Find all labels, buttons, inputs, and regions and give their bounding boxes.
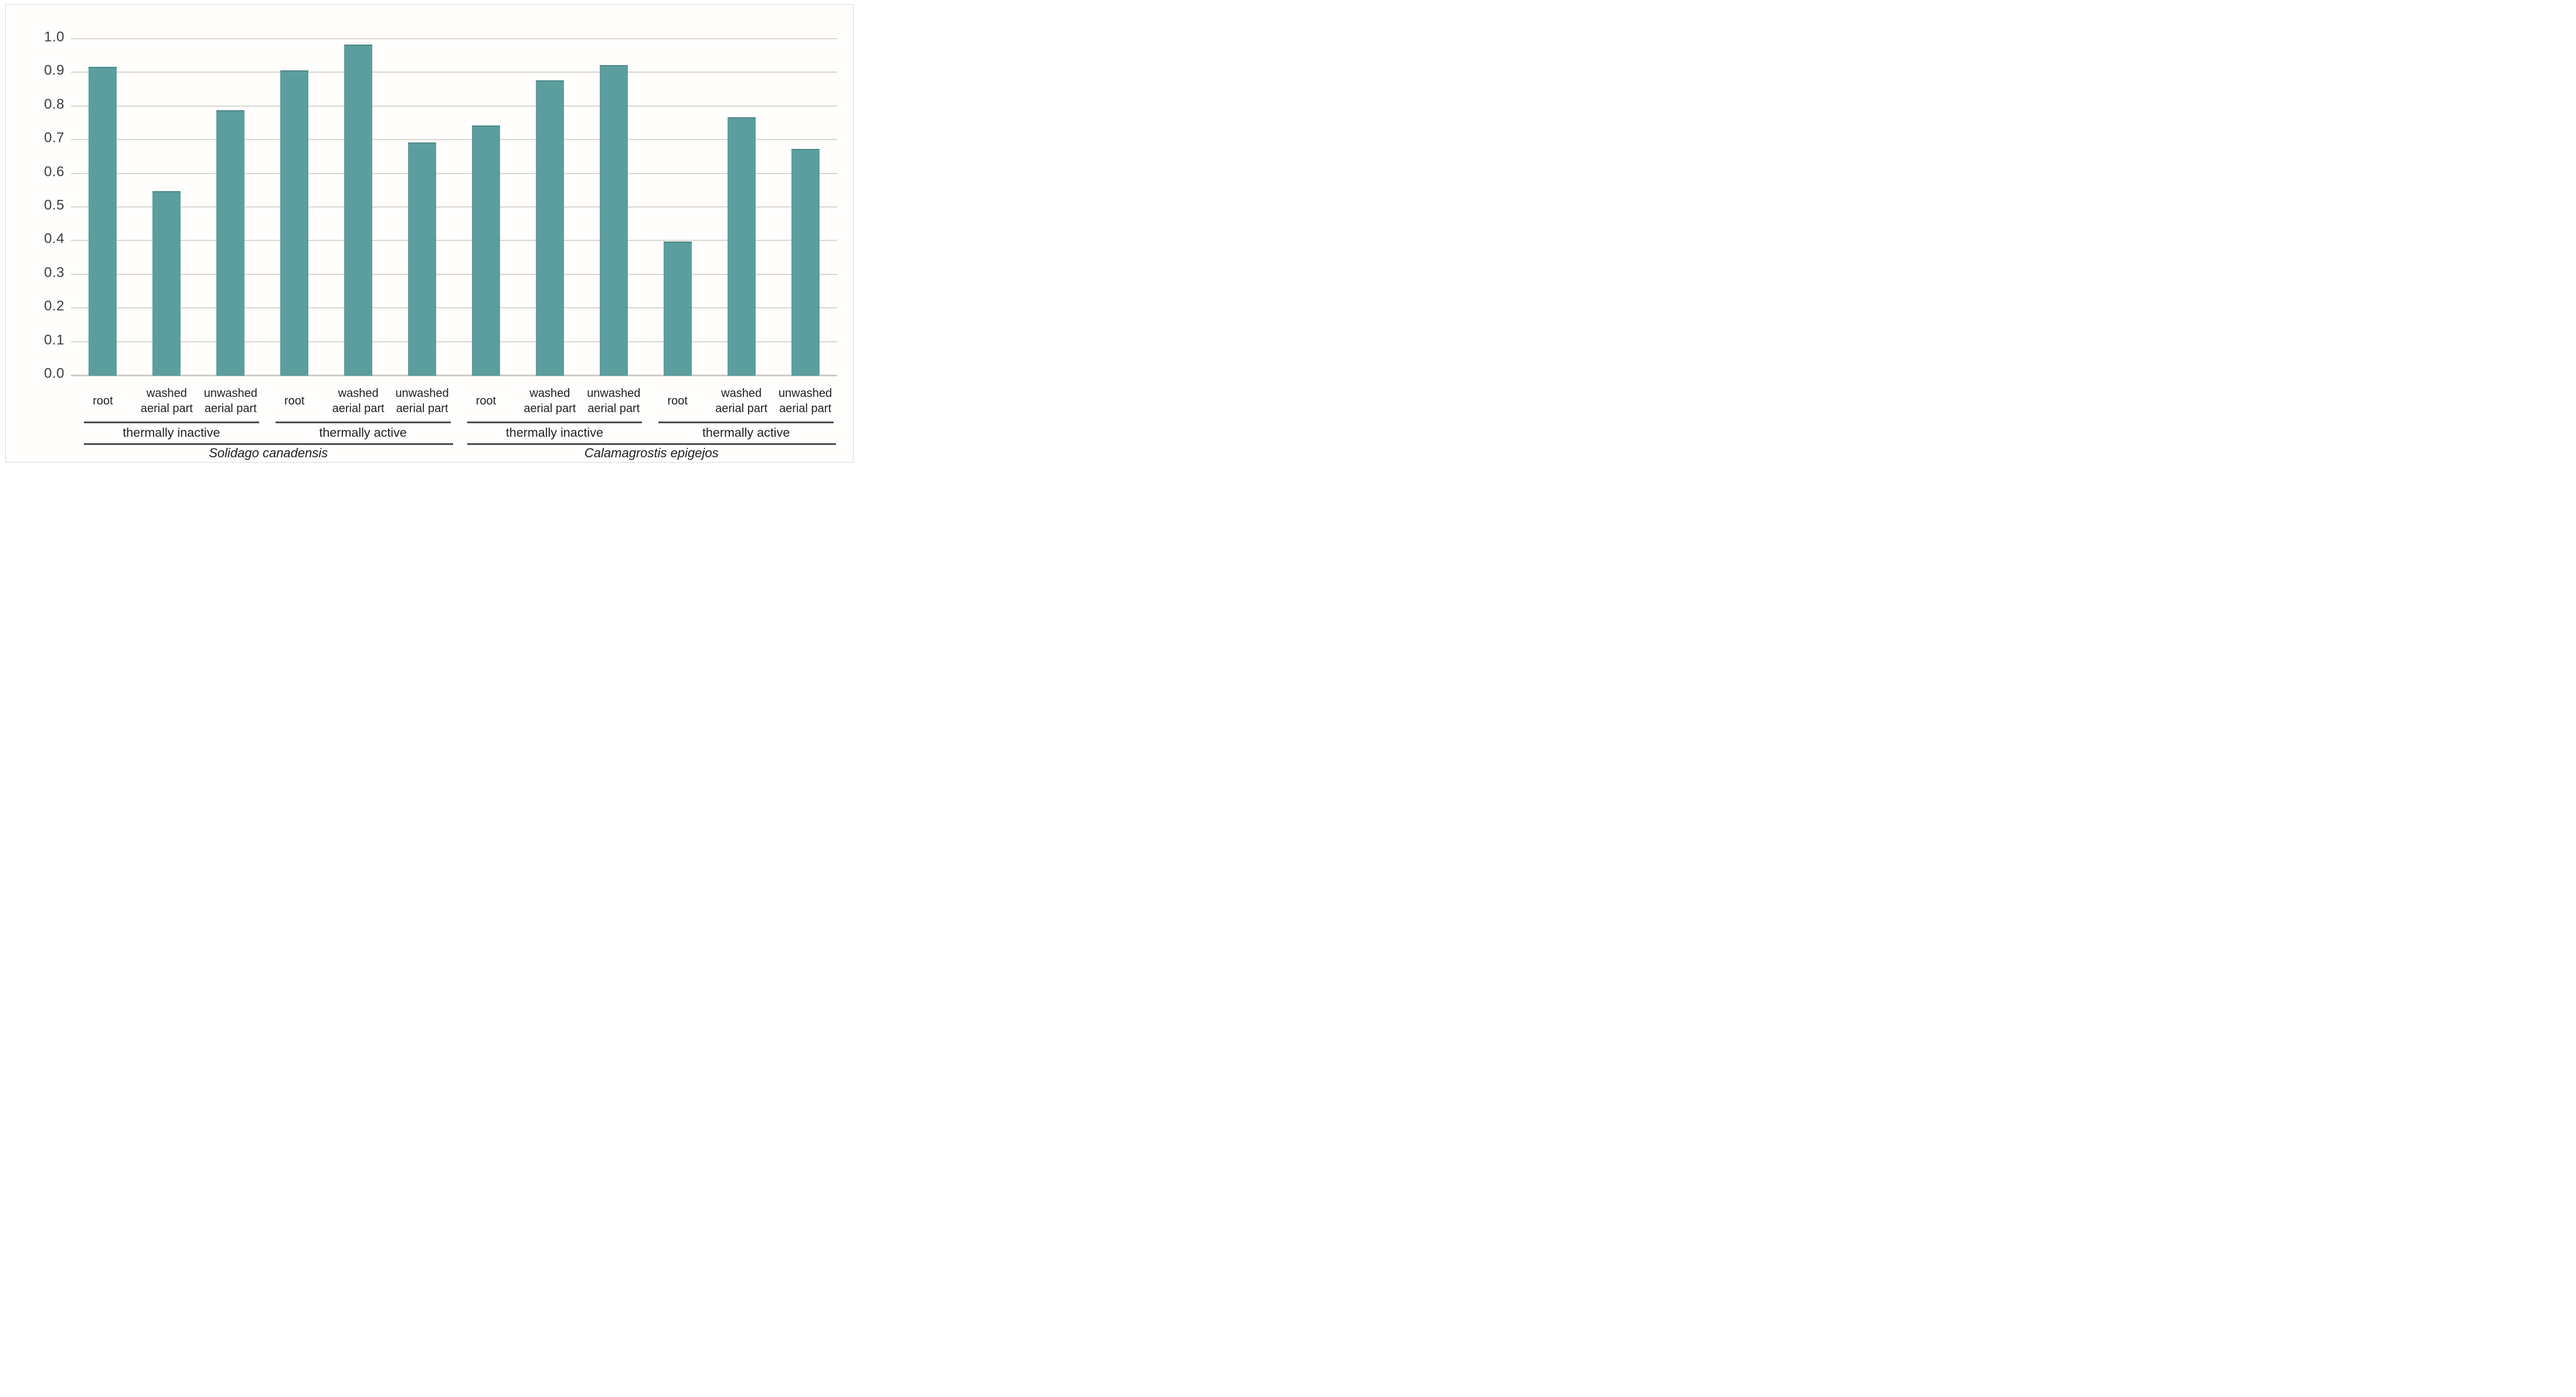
- category-tick-label-line: aerial part: [204, 402, 257, 415]
- category-tick-label-line: washed: [338, 387, 379, 400]
- bar: [599, 64, 628, 376]
- category-tick-label-line: root: [284, 395, 305, 407]
- species-label: Calamagrostis epigejos: [584, 446, 719, 460]
- species-label: Solidago canadensis: [209, 446, 328, 460]
- category-tick-label-line: aerial part: [524, 402, 576, 415]
- category-tick-label-line: washed: [721, 387, 762, 400]
- group-label: thermally inactive: [505, 426, 603, 440]
- category-tick-label: unwashed aerial part: [576, 385, 651, 417]
- bar: [727, 117, 756, 376]
- plot-area: 1.0 0.9 0.8 0.7 0.6 0.5 0.4 0.3 0.2 0.1 0.0 root was…: [6, 5, 853, 462]
- category-tick-label-line: washed: [529, 387, 570, 400]
- category-tick-label-line: aerial part: [396, 402, 448, 415]
- chart-figure: 1.0 0.9 0.8 0.7 0.6 0.5 0.4 0.3 0.2 0.1 0.0 root was…: [5, 4, 854, 463]
- species-underline: [84, 443, 453, 445]
- category-tick-label-line: unwashed: [203, 387, 257, 400]
- bar: [216, 110, 245, 376]
- category-tick-label-line: aerial part: [587, 402, 640, 415]
- y-axis-tick-label: 0.7: [44, 130, 64, 146]
- gridline: [71, 139, 837, 141]
- bar: [152, 191, 181, 376]
- category-tick-label: washed aerial part: [704, 385, 779, 417]
- bar: [663, 242, 692, 376]
- bar: [408, 142, 437, 376]
- y-axis-tick-label: 0.0: [44, 365, 64, 382]
- x-axis-line: [71, 375, 837, 376]
- gridline: [71, 105, 837, 107]
- category-tick-label: root: [65, 385, 141, 417]
- bar: [535, 80, 564, 376]
- category-tick-label-line: root: [667, 395, 688, 407]
- category-tick-label: unwashed aerial part: [767, 385, 843, 417]
- category-tick-label-line: unwashed: [587, 387, 641, 400]
- gridline: [71, 307, 837, 309]
- gridline: [71, 273, 837, 275]
- gridline: [71, 72, 837, 73]
- category-tick-label-line: unwashed: [395, 387, 449, 400]
- category-tick-label-line: aerial part: [332, 402, 385, 415]
- category-tick-label-line: aerial part: [779, 402, 831, 415]
- category-tick-label: root: [640, 385, 715, 417]
- category-tick-label: root: [257, 385, 332, 417]
- category-tick-label-line: root: [93, 395, 113, 407]
- category-tick-label: washed aerial part: [512, 385, 587, 417]
- y-axis-tick-label: 0.9: [44, 62, 64, 79]
- category-tick-label: unwashed aerial part: [193, 385, 269, 417]
- y-axis-tick-label: 0.3: [44, 264, 64, 281]
- page-background: { "chart_data": { "type": "bar", "title"…: [0, 0, 859, 465]
- group-underline: [467, 422, 643, 423]
- bar: [791, 149, 820, 376]
- category-tick-label-line: aerial part: [140, 402, 193, 415]
- bar: [89, 66, 117, 376]
- group-underline: [658, 422, 834, 423]
- y-axis-tick-label: 0.4: [44, 230, 64, 247]
- y-axis-tick-label: 0.5: [44, 197, 64, 213]
- species-underline: [467, 443, 836, 445]
- gridline: [71, 38, 837, 39]
- y-axis-tick-label: 0.6: [44, 163, 64, 179]
- gridline: [71, 240, 837, 242]
- gridline: [71, 206, 837, 208]
- category-tick-label-line: root: [475, 395, 497, 407]
- group-underline: [84, 422, 259, 423]
- category-tick-label: unwashed aerial part: [385, 385, 460, 417]
- y-axis-tick-label: 0.8: [44, 96, 64, 113]
- category-tick-label-line: aerial part: [715, 402, 768, 415]
- category-tick-label-line: unwashed: [778, 387, 832, 400]
- group-label: thermally active: [702, 426, 790, 440]
- group-label: thermally inactive: [123, 426, 220, 440]
- category-tick-label-line: washed: [146, 387, 187, 400]
- gridline: [71, 341, 837, 342]
- group-label: thermally active: [319, 426, 407, 440]
- y-axis-tick-label: 0.1: [44, 331, 64, 348]
- gridline: [71, 172, 837, 174]
- category-tick-label: washed aerial part: [129, 385, 205, 417]
- y-axis-tick-label: 1.0: [44, 29, 64, 45]
- bar: [471, 125, 500, 376]
- bar: [280, 70, 309, 376]
- category-tick-label: root: [448, 385, 524, 417]
- y-axis-tick-label: 0.2: [44, 298, 64, 314]
- bar: [344, 45, 373, 376]
- category-tick-label: washed aerial part: [321, 385, 396, 417]
- group-underline: [275, 422, 451, 423]
